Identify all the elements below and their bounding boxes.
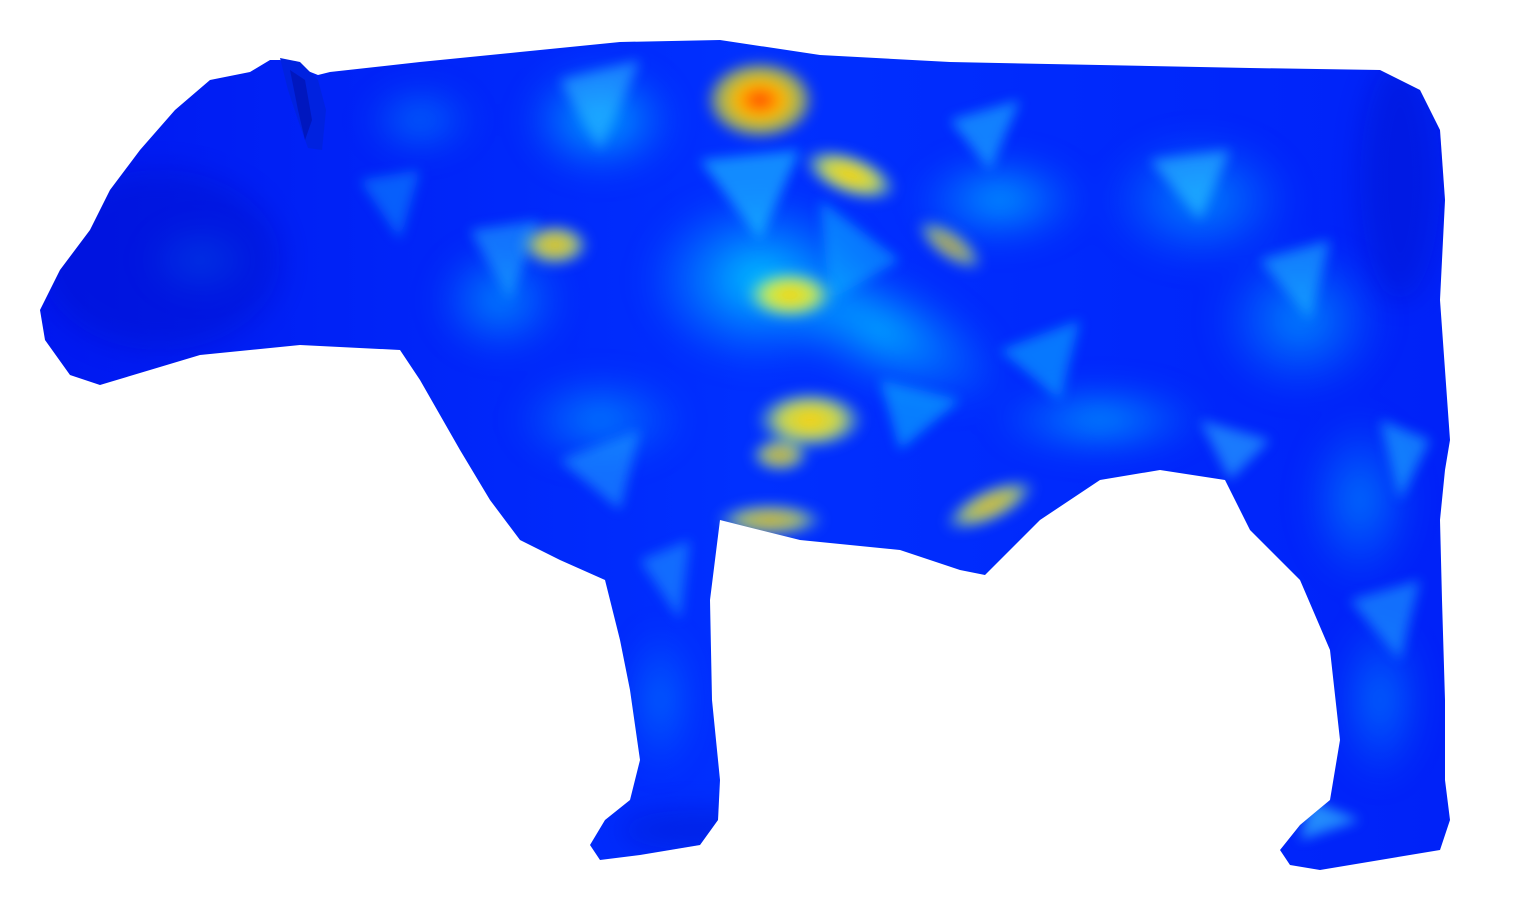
heatmap-overlay	[40, 60, 1440, 850]
cow-body	[40, 40, 1450, 870]
